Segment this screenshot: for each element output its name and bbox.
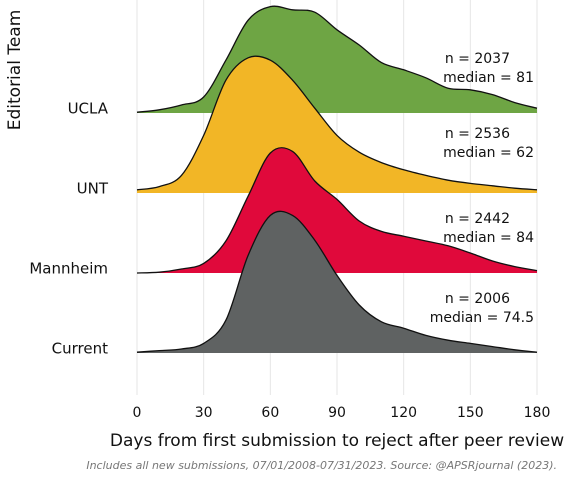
ridge-line [136, 210, 538, 353]
y-tick-label: Mannheim [29, 260, 108, 278]
annotation: median = 74.5 [430, 310, 534, 326]
annotation: median = 62 [443, 145, 534, 161]
x-tick-label: 120 [390, 405, 417, 421]
annotation: median = 81 [443, 70, 534, 86]
y-tick-label: UNT [77, 180, 109, 198]
x-tick-label: 90 [328, 405, 346, 421]
ridge-line [136, 147, 538, 274]
y-axis-title: Editorial Team [5, 10, 25, 131]
ridge-line [136, 5, 538, 113]
ridge-area [137, 211, 537, 353]
ridge-area [137, 56, 537, 193]
annotation: n = 2006 [445, 291, 510, 307]
x-tick-label: 180 [524, 405, 551, 421]
caption: Includes all new submissions, 07/01/2008… [86, 459, 557, 472]
x-tick-label: 60 [261, 405, 279, 421]
x-tick-label: 0 [133, 405, 142, 421]
ridge-area [137, 147, 537, 273]
x-axis-title: Days from first submission to reject aft… [110, 431, 564, 451]
annotation: n = 2536 [445, 126, 510, 142]
x-tick-label: 150 [457, 405, 484, 421]
y-tick-label: Current [52, 340, 108, 358]
ridge-line [136, 55, 538, 191]
y-tick-label: UCLA [68, 100, 109, 118]
x-tick-label: 30 [195, 405, 213, 421]
annotation: n = 2037 [445, 51, 510, 67]
annotation: median = 84 [443, 230, 534, 246]
annotation: n = 2442 [445, 211, 510, 227]
